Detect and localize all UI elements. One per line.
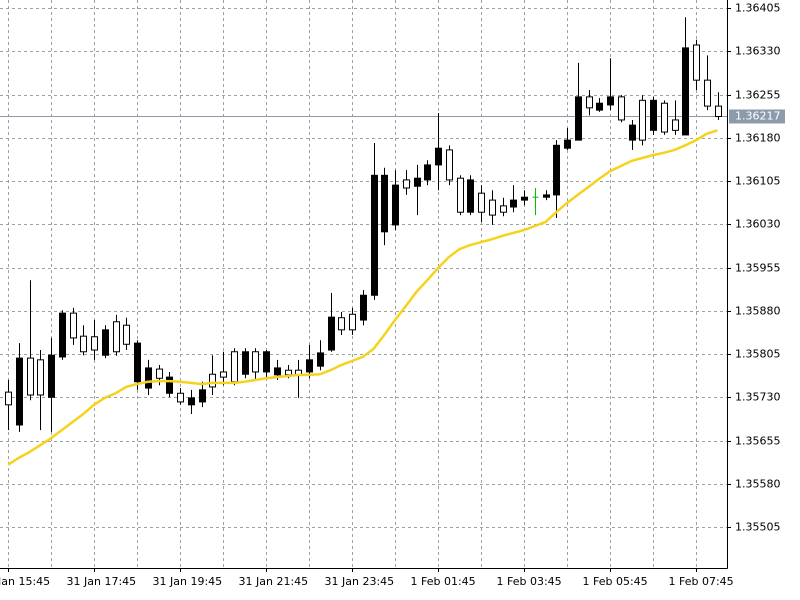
- plot-area: [0, 17, 727, 466]
- x-tick-label: 31 Jan 23:45: [325, 575, 395, 588]
- candle-body: [328, 316, 335, 351]
- candle-body: [37, 359, 44, 396]
- candle-body: [285, 369, 292, 376]
- candle-body: [199, 389, 206, 403]
- candle-body: [27, 357, 34, 396]
- candle-body: [91, 336, 98, 351]
- candle-body: [650, 99, 657, 131]
- candle-body: [274, 367, 281, 376]
- y-tick-label: 1.36330: [735, 45, 781, 58]
- candle-body: [231, 351, 238, 383]
- candle-body: [381, 174, 388, 233]
- candle-body: [349, 313, 356, 331]
- candle-body: [424, 164, 431, 181]
- last-price-box: [729, 109, 785, 124]
- candle-body: [414, 177, 421, 187]
- candle-body: [70, 312, 77, 339]
- candle-body: [48, 354, 55, 398]
- x-tick-label: 31 Jan 15:45: [0, 575, 50, 588]
- candle-body: [596, 102, 603, 111]
- candle-body: [166, 376, 173, 394]
- candle-body: [543, 194, 550, 198]
- candle-body: [586, 96, 593, 109]
- x-tick-label: 1 Feb 03:45: [497, 575, 562, 588]
- candle-body: [156, 368, 163, 379]
- y-tick-label: 1.35955: [735, 262, 781, 275]
- candle-body: [188, 397, 195, 406]
- candle-body: [478, 192, 485, 213]
- candle-body: [467, 179, 474, 213]
- x-tick-label: 31 Jan 21:45: [239, 575, 309, 588]
- candle-body: [392, 184, 399, 226]
- candle-body: [553, 144, 560, 196]
- moving-average-line: [7, 129, 718, 466]
- y-tick-label: 1.35880: [735, 305, 781, 318]
- x-tick-label: 1 Feb 01:45: [411, 575, 476, 588]
- y-tick-label: 1.35730: [735, 391, 781, 404]
- candle-body: [500, 205, 507, 213]
- candle-body: [220, 371, 227, 378]
- candle-body: [661, 102, 668, 133]
- candle-body: [564, 139, 571, 149]
- candle-body: [639, 99, 646, 141]
- candle-body: [5, 391, 12, 406]
- candle-body: [338, 317, 345, 331]
- x-tick-label: 1 Feb 05:45: [583, 575, 648, 588]
- candle-body: [16, 357, 23, 426]
- candle-body: [371, 174, 378, 296]
- candle-body: [177, 392, 184, 403]
- candle-body: [403, 179, 410, 189]
- candle-body: [489, 199, 496, 216]
- candle-body: [682, 47, 689, 136]
- candle-body: [704, 79, 711, 107]
- axes: 1.35505 1.35580 1.35655 1.35730 1.35805 1.358…: [0, 0, 785, 588]
- candle-body: [618, 96, 625, 121]
- candle-body: [123, 324, 130, 345]
- candle-body: [360, 294, 367, 321]
- candle-body: [242, 351, 249, 375]
- candle-body: [435, 147, 442, 166]
- candle-body: [59, 312, 66, 358]
- grid: [0, 0, 727, 568]
- candle-body: [607, 96, 614, 106]
- candle-body: [263, 351, 270, 373]
- y-tick-label: 1.36405: [735, 2, 781, 15]
- y-tick-label: 1.35580: [735, 478, 781, 491]
- candle-body: [113, 321, 120, 353]
- candle-body: [102, 329, 109, 356]
- y-tick-label: 1.36105: [735, 175, 781, 188]
- y-tick-label: 1.36255: [735, 89, 781, 102]
- x-tick-label: 1 Feb 07:45: [669, 575, 734, 588]
- candle-body: [446, 149, 453, 181]
- y-tick-label: 1.35505: [735, 521, 781, 534]
- candle-body: [317, 352, 324, 367]
- x-tick-label: 31 Jan 17:45: [67, 575, 137, 588]
- candle-body: [134, 342, 141, 383]
- last-price-label: 1.36217: [735, 109, 781, 122]
- candle-body: [693, 44, 700, 81]
- candle-body: [575, 96, 582, 141]
- candle-body: [145, 367, 152, 389]
- candle-body: [209, 373, 216, 388]
- y-tick-label: 1.35655: [735, 435, 781, 448]
- candle-body: [715, 105, 722, 117]
- candle-body: [80, 335, 87, 353]
- candle-body: [629, 124, 636, 141]
- candle-body: [510, 199, 517, 208]
- x-tick-label: 31 Jan 19:45: [153, 575, 223, 588]
- candle-body: [672, 119, 679, 131]
- candle-body: [306, 359, 313, 373]
- y-tick-label: 1.36180: [735, 132, 781, 145]
- candle-body: [521, 196, 528, 201]
- y-tick-label: 1.36030: [735, 218, 781, 231]
- candle-body: [252, 351, 259, 373]
- y-tick-label: 1.35805: [735, 348, 781, 361]
- candle-body: [457, 177, 464, 213]
